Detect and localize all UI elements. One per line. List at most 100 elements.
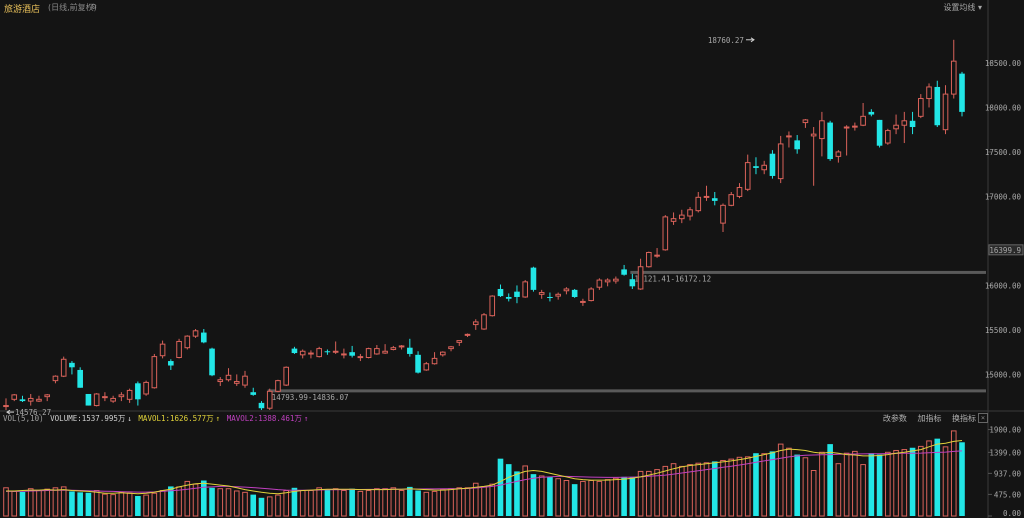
candle-body [341,353,347,356]
candle-body [942,93,949,131]
candle-body [885,130,891,144]
candle-body [538,292,545,295]
volume-bar [959,442,965,516]
candle-body [36,398,42,402]
volume-bar [374,488,380,517]
volume-tick-label: 937.00 [994,469,1022,478]
volume-tick-label: 1900.00 [989,426,1021,435]
volume-tick-label: 0.00 [1003,509,1022,518]
candle-body [563,288,570,292]
candle-body [736,187,743,197]
volume-bar [200,480,207,516]
volume-bar [695,462,702,517]
volume-bar [382,488,388,517]
candle-body [415,354,421,373]
candle-body [407,347,413,354]
candle-body [423,363,430,371]
volume-bar [926,440,932,517]
candle-body [901,120,908,126]
volume-bar [192,483,199,517]
mavol2-line [6,450,963,493]
volume-bar [184,480,191,517]
candle-body [374,348,380,355]
mavol1-line [6,440,963,495]
volume-bar [316,487,322,517]
high-arrow-head [750,37,755,43]
volume-bar [728,458,735,517]
volume-bar [481,486,487,517]
candle-body [143,381,149,395]
candle-body [209,348,215,376]
candle-body [629,279,636,287]
candle-body [827,122,833,160]
volume-bar [118,491,125,517]
volume-bar [489,483,496,517]
volume-bar [530,474,537,516]
mavol1-value: MAVOL1:1626.577万 [138,414,214,423]
volume-bar [332,488,339,517]
candle-body [810,133,817,137]
candle-body [761,164,768,171]
stock-title[interactable]: 旅游酒店 [4,5,41,15]
candle-body [786,135,792,138]
candle-body [720,204,726,224]
volume-bar [662,465,669,517]
volume-bar [69,491,75,516]
up-arrow-icon: ↑ [303,414,309,423]
volume-bar [942,446,949,517]
candle-body [118,394,125,398]
volume-bar [349,488,355,516]
switch-indicator-button[interactable]: 换指标 [952,414,976,423]
candle-body [670,218,677,222]
volume-bar [102,493,108,517]
candle-body [77,369,83,388]
candle-body [662,216,669,251]
volume-bar [637,470,644,517]
close-icon[interactable]: × [978,413,988,423]
volume-bar [143,494,149,517]
candle-body [332,350,339,353]
candle-body [654,254,660,257]
candle-body [242,375,248,386]
low-label: 14576.27 [15,408,51,417]
volume-bar [233,490,240,517]
high-label: 18760.27 [708,36,744,45]
candle-body [448,346,454,350]
candle-body [324,351,331,353]
volume-bar [670,463,677,517]
volume-bar [407,486,413,516]
candle-body [613,278,619,282]
candle-body [819,120,825,140]
volume-buttons: 改参数 加指标 换指标 [875,413,976,424]
candle-body [950,60,957,95]
candle-body [192,330,199,337]
gear-icon[interactable]: ⚙ [91,2,97,12]
candle-body [382,350,388,354]
volume-bar [176,486,182,517]
edit-params-button[interactable]: 改参数 [882,414,907,423]
candle-body [514,291,520,297]
candle-body [753,166,759,168]
volume-bar [159,490,166,517]
volume-bar [242,491,248,517]
volume-bar [786,447,792,517]
candle-body [27,397,34,402]
price-tick-label: 18500.00 [985,59,1022,68]
ma-settings-button[interactable]: 设置均线 ▾ [943,3,982,12]
volume-bar [885,451,891,517]
candle-body [678,214,685,220]
volume-legend: VOL(5,10) VOLUME:1537.995万 ↓ MAVOL1:1626.… [3,413,310,424]
add-indicator-button[interactable]: 加指标 [917,414,942,423]
candle-body [159,343,166,357]
volume-bar [110,494,116,517]
volume-bar [621,476,627,516]
volume-bar [168,486,174,516]
volume-bar [720,459,726,517]
volume-bar [934,438,941,516]
chart-header: 旅游酒店 (日线,前复权) ⚙ 设置均线 ▾ [0,0,1024,15]
volume-bar [629,476,636,516]
volume-bar [860,464,866,517]
volume-bar [769,451,776,516]
volume-bar [135,495,141,516]
